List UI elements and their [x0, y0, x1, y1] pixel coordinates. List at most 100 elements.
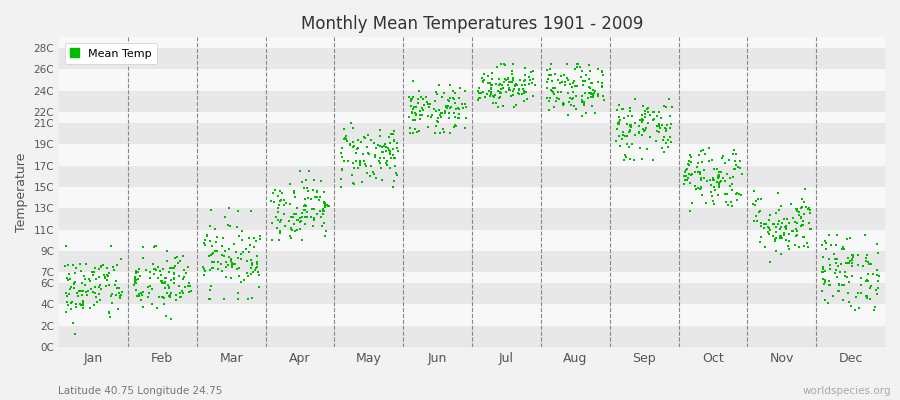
Point: [171, 260, 185, 266]
Point: [227, 240, 241, 247]
Point: [406, 117, 420, 123]
Point: [659, 104, 673, 110]
Point: [708, 187, 723, 194]
Point: [829, 267, 843, 274]
Bar: [59, 69, 885, 91]
Point: [310, 188, 325, 195]
Point: [664, 138, 679, 145]
Point: [554, 72, 569, 79]
Point: [244, 257, 258, 263]
Point: [558, 79, 572, 85]
Bar: [59, 326, 885, 347]
Point: [795, 196, 809, 202]
Point: [507, 86, 521, 92]
Point: [662, 96, 677, 102]
Point: [225, 260, 239, 266]
Point: [446, 110, 461, 116]
Point: [711, 182, 725, 188]
Point: [182, 288, 196, 295]
Point: [266, 190, 280, 196]
Point: [61, 277, 76, 284]
Point: [693, 186, 707, 192]
Point: [823, 262, 837, 268]
Point: [680, 166, 694, 172]
Point: [545, 84, 560, 91]
Point: [168, 263, 183, 270]
Point: [143, 274, 157, 281]
Point: [590, 66, 605, 72]
Point: [436, 126, 451, 132]
Point: [683, 152, 698, 158]
Point: [719, 198, 733, 205]
Point: [661, 144, 675, 150]
Point: [771, 221, 786, 227]
Point: [430, 118, 445, 125]
Point: [248, 238, 263, 244]
Point: [76, 300, 90, 307]
Point: [316, 207, 330, 214]
Point: [313, 194, 328, 200]
Point: [577, 90, 591, 96]
Point: [317, 189, 331, 195]
Point: [382, 147, 396, 153]
Title: Monthly Mean Temperatures 1901 - 2009: Monthly Mean Temperatures 1901 - 2009: [301, 15, 644, 33]
Point: [617, 133, 632, 140]
Point: [715, 155, 729, 161]
Point: [439, 103, 454, 110]
Point: [754, 196, 769, 202]
Point: [620, 121, 634, 127]
Point: [866, 271, 880, 277]
Point: [64, 300, 78, 306]
Point: [409, 104, 423, 110]
Point: [159, 290, 174, 296]
Point: [444, 104, 458, 111]
Point: [176, 267, 191, 274]
Point: [446, 95, 460, 102]
Point: [641, 109, 655, 116]
Point: [639, 124, 653, 131]
Point: [60, 292, 75, 299]
Point: [320, 202, 334, 208]
Point: [342, 142, 356, 148]
Point: [861, 270, 876, 277]
Point: [316, 210, 330, 217]
Point: [302, 168, 317, 174]
Point: [388, 154, 402, 161]
Point: [92, 265, 106, 272]
Point: [789, 233, 804, 239]
Point: [245, 262, 259, 268]
Point: [577, 102, 591, 108]
Point: [170, 254, 184, 260]
Point: [111, 306, 125, 312]
Point: [799, 204, 814, 210]
Point: [638, 126, 652, 133]
Point: [390, 172, 404, 178]
Point: [733, 158, 747, 164]
Point: [572, 63, 587, 70]
Point: [830, 274, 844, 280]
Point: [750, 213, 764, 219]
Point: [609, 126, 624, 132]
Point: [595, 84, 609, 90]
Point: [299, 177, 313, 183]
Point: [100, 272, 114, 278]
Point: [287, 221, 302, 227]
Point: [506, 92, 520, 98]
Point: [554, 89, 568, 96]
Text: Latitude 40.75 Longitude 24.75: Latitude 40.75 Longitude 24.75: [58, 386, 223, 396]
Point: [403, 98, 418, 104]
Point: [818, 296, 832, 303]
Point: [779, 216, 794, 222]
Point: [174, 294, 188, 300]
Point: [158, 274, 172, 281]
Point: [204, 265, 219, 272]
Point: [551, 77, 565, 84]
Point: [274, 190, 289, 197]
Point: [628, 132, 643, 138]
Point: [320, 202, 335, 209]
Point: [93, 282, 107, 288]
Point: [290, 217, 304, 223]
Point: [314, 178, 328, 184]
Point: [76, 288, 91, 294]
Point: [384, 155, 399, 162]
